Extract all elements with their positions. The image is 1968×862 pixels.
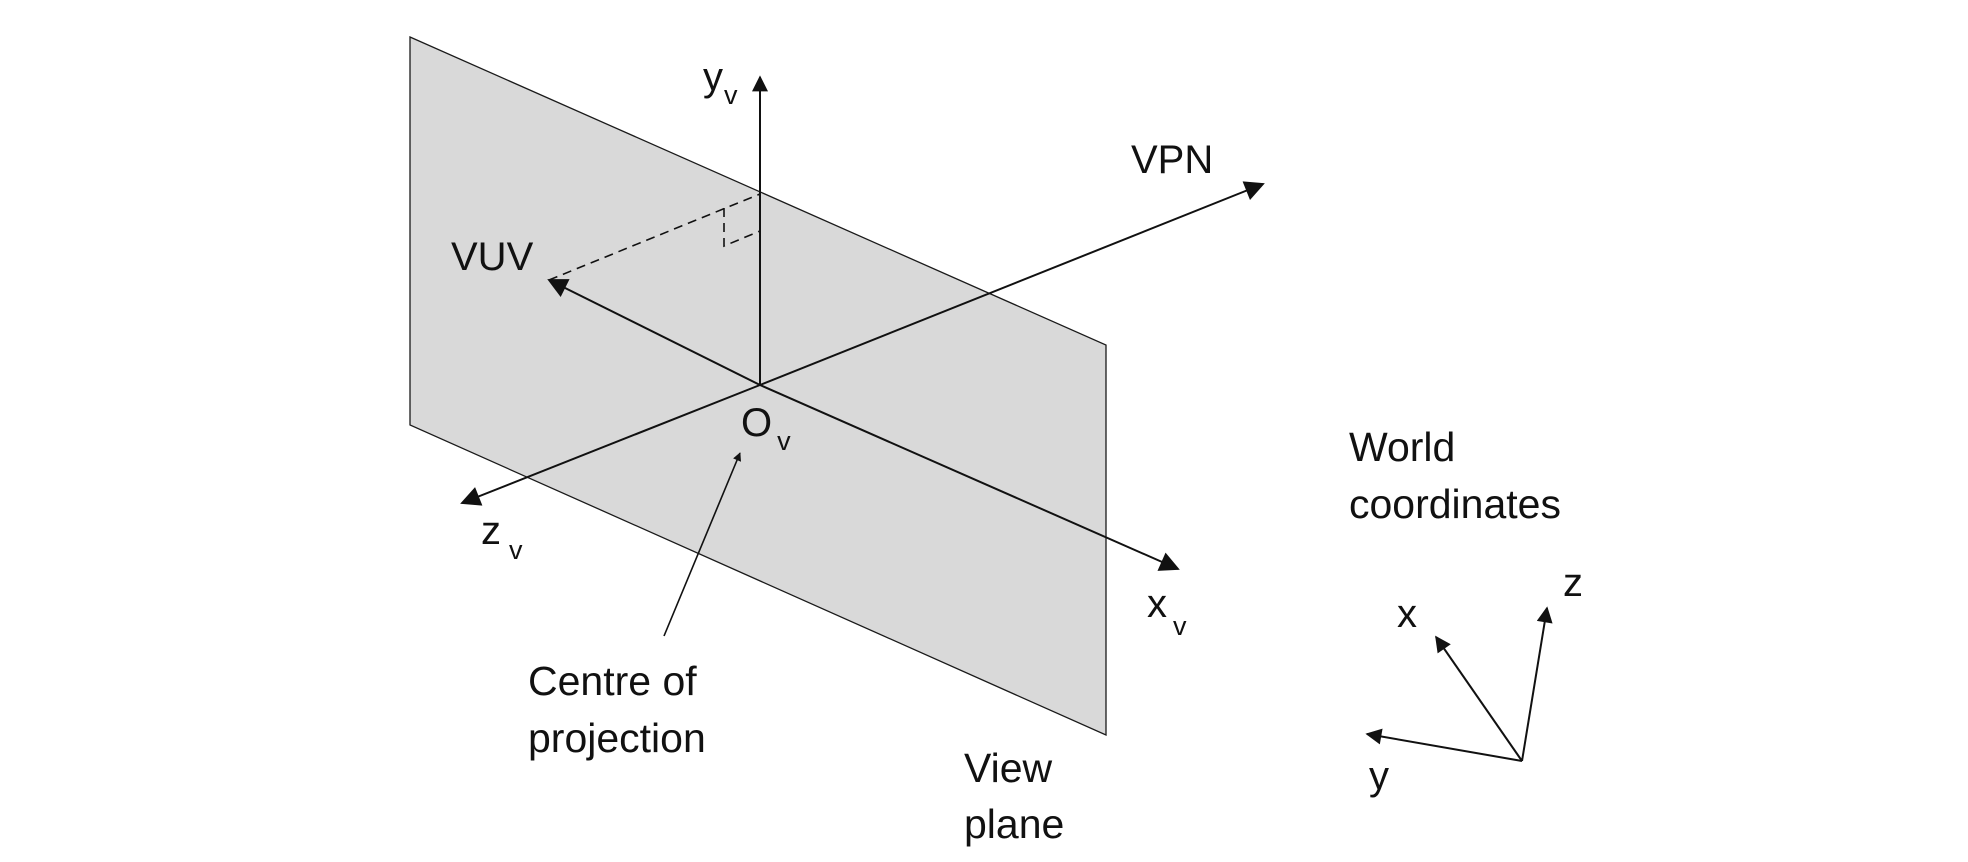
world-y-label: y (1369, 754, 1389, 798)
vuv-vector-label: VUV (451, 235, 534, 279)
yv-axis-label: yv (703, 55, 738, 110)
vuv-vector-line (547, 279, 761, 386)
centre-of-projection-pointer (663, 452, 741, 637)
world-coordinates-label-line1: World (1349, 424, 1455, 470)
centre-of-projection-label-line1: Centre of (528, 658, 697, 704)
vpn-axis-label: VPN (1131, 138, 1213, 182)
centre-of-projection-label-line2: projection (528, 715, 706, 761)
right-angle-marker (723, 208, 761, 248)
vpn-axis-line (759, 181, 1265, 386)
zv-axis-line (460, 384, 761, 506)
world-z-axis-line (1521, 606, 1553, 762)
world-x-axis-line (1435, 635, 1523, 762)
world-y-axis-line (1365, 728, 1523, 762)
vuv-projection-dashed-line (548, 193, 761, 281)
world-coordinates-label-line2: coordinates (1349, 481, 1561, 527)
xv-axis-line (759, 384, 1180, 571)
view-plane-label-line1: View (964, 745, 1053, 791)
world-x-label: x (1397, 592, 1417, 636)
view-plane-label-line2: plane (964, 801, 1064, 847)
world-z-label: z (1563, 561, 1583, 605)
